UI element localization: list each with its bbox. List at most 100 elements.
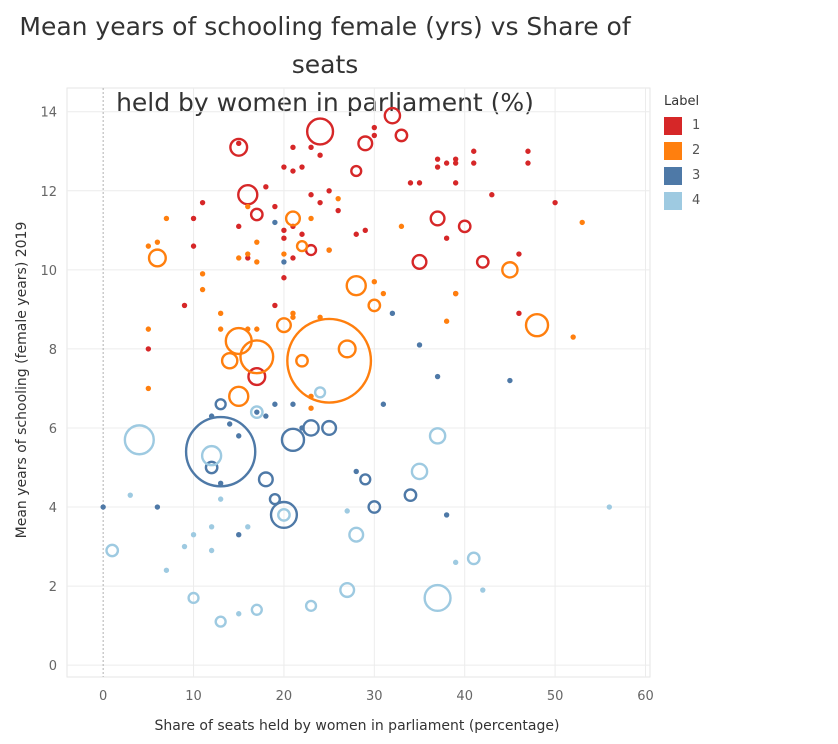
data-point[interactable] — [407, 180, 414, 186]
data-point[interactable] — [145, 243, 152, 249]
data-point[interactable] — [480, 587, 486, 593]
data-point[interactable] — [344, 508, 350, 514]
data-point[interactable] — [163, 567, 170, 573]
data-point[interactable] — [305, 117, 335, 146]
data-point[interactable] — [272, 401, 278, 407]
data-point[interactable] — [199, 199, 206, 206]
data-point[interactable] — [228, 385, 250, 408]
data-point[interactable] — [434, 164, 441, 170]
data-point[interactable] — [284, 210, 302, 227]
data-point[interactable] — [236, 611, 242, 617]
data-point[interactable] — [236, 531, 242, 538]
data-point[interactable] — [359, 473, 372, 486]
data-point[interactable] — [353, 231, 359, 237]
data-point[interactable] — [290, 255, 296, 261]
data-point[interactable] — [145, 346, 152, 352]
data-point[interactable] — [552, 199, 558, 206]
data-point[interactable] — [275, 317, 292, 334]
data-point[interactable] — [199, 271, 206, 277]
data-point[interactable] — [457, 219, 472, 234]
data-point[interactable] — [313, 386, 327, 399]
data-point[interactable] — [145, 385, 152, 392]
data-point[interactable] — [105, 543, 120, 558]
data-point[interactable] — [280, 427, 306, 453]
data-point[interactable] — [254, 409, 260, 415]
data-point[interactable] — [443, 160, 450, 166]
data-point[interactable] — [466, 551, 481, 566]
data-point[interactable] — [187, 591, 200, 605]
data-point[interactable] — [254, 239, 260, 245]
data-point[interactable] — [507, 377, 513, 384]
data-point[interactable] — [443, 512, 450, 518]
data-point[interactable] — [403, 488, 418, 503]
data-point[interactable] — [295, 353, 309, 368]
data-point[interactable] — [147, 248, 167, 268]
legend-item-1[interactable]: 1 — [664, 113, 700, 138]
data-point[interactable] — [606, 504, 613, 510]
data-point[interactable] — [199, 286, 206, 293]
data-point[interactable] — [362, 227, 368, 234]
data-point[interactable] — [524, 312, 550, 338]
data-point[interactable] — [154, 239, 161, 245]
data-point[interactable] — [281, 251, 287, 257]
data-point[interactable] — [383, 106, 402, 125]
data-point[interactable] — [371, 132, 378, 139]
data-point[interactable] — [410, 462, 429, 481]
data-point[interactable] — [245, 203, 251, 210]
data-point[interactable] — [416, 342, 423, 348]
data-point[interactable] — [350, 164, 363, 178]
data-point[interactable] — [416, 180, 423, 186]
legend-item-2[interactable]: 2 — [664, 138, 700, 163]
data-point[interactable] — [245, 524, 251, 530]
data-point[interactable] — [269, 500, 299, 530]
data-point[interactable] — [423, 583, 452, 613]
data-point[interactable] — [308, 215, 314, 222]
data-point[interactable] — [200, 444, 223, 467]
data-point[interactable] — [217, 326, 224, 332]
data-point[interactable] — [239, 339, 275, 375]
data-point[interactable] — [443, 318, 450, 324]
data-point[interactable] — [345, 274, 367, 297]
data-point[interactable] — [281, 227, 287, 234]
data-point[interactable] — [181, 302, 188, 309]
data-point[interactable] — [579, 219, 585, 226]
data-point[interactable] — [308, 393, 314, 400]
data-point[interactable] — [428, 427, 447, 445]
data-point[interactable] — [434, 373, 441, 380]
data-point[interactable] — [184, 415, 257, 488]
data-point[interactable] — [525, 160, 531, 166]
data-point[interactable] — [217, 480, 224, 487]
data-point[interactable] — [398, 223, 405, 230]
data-point[interactable] — [263, 413, 269, 419]
data-point[interactable] — [245, 251, 251, 257]
data-point[interactable] — [268, 492, 282, 506]
data-point[interactable] — [237, 184, 259, 206]
data-point[interactable] — [263, 184, 269, 190]
data-point[interactable] — [190, 243, 197, 249]
data-point[interactable] — [339, 581, 356, 599]
data-point[interactable] — [254, 326, 260, 332]
data-point[interactable] — [380, 401, 387, 407]
data-point[interactable] — [281, 235, 287, 241]
data-point[interactable] — [452, 180, 459, 186]
data-point[interactable] — [123, 424, 155, 456]
data-point[interactable] — [163, 215, 170, 222]
data-point[interactable] — [367, 298, 382, 313]
data-point[interactable] — [471, 148, 477, 154]
data-point[interactable] — [299, 231, 305, 237]
data-point[interactable] — [290, 168, 296, 174]
data-point[interactable] — [208, 547, 215, 554]
data-point[interactable] — [299, 164, 305, 170]
data-point[interactable] — [516, 310, 522, 317]
data-point[interactable] — [452, 290, 459, 297]
data-point[interactable] — [434, 156, 441, 162]
legend-item-3[interactable]: 3 — [664, 163, 700, 188]
data-point[interactable] — [308, 144, 314, 150]
data-point[interactable] — [443, 235, 450, 241]
data-point[interactable] — [348, 526, 365, 543]
data-point[interactable] — [220, 351, 239, 370]
data-point[interactable] — [302, 419, 320, 437]
data-point[interactable] — [247, 367, 267, 387]
data-point[interactable] — [308, 192, 314, 198]
data-point[interactable] — [357, 135, 374, 152]
